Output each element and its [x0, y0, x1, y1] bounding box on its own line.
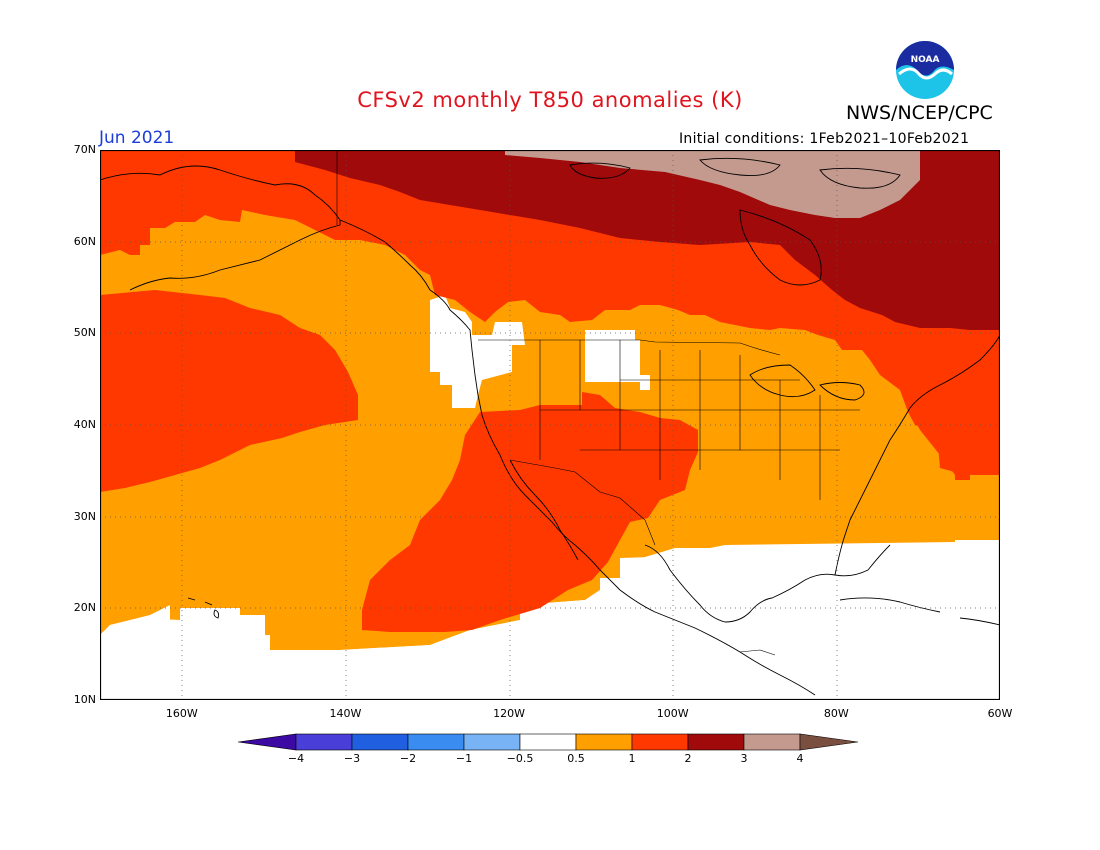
colorbar-tick-label: 2 — [684, 752, 692, 765]
political-borders — [336, 150, 860, 656]
lat-tick-label: 60N — [73, 234, 96, 248]
lat-tick-label: 20N — [73, 601, 96, 615]
colorbar-arrow-low — [238, 733, 297, 751]
noaa-logo-icon: NOAA — [896, 41, 954, 99]
colorbar-segment — [575, 733, 633, 751]
lat-tick-label: 30N — [73, 509, 96, 523]
colorbar-tick-label: 1 — [628, 752, 636, 765]
colorbar-segment — [351, 733, 409, 751]
agency-label: NWS/NCEP/CPC — [846, 102, 993, 124]
colorbar-tick-label: −3 — [343, 752, 361, 765]
initial-conditions-label: Initial conditions: 1Feb2021–10Feb2021 — [679, 131, 970, 147]
lon-tick-label: 120W — [493, 707, 526, 720]
colorbar-segment — [631, 733, 689, 751]
lat-tick-label: 40N — [73, 418, 96, 431]
coastlines — [100, 157, 1000, 696]
colorbar-segment — [463, 733, 521, 751]
colorbar-segment — [743, 733, 801, 751]
colorbar-arrow-high — [799, 733, 859, 751]
colorbar-tick-label: −2 — [399, 752, 417, 765]
colorbar — [238, 733, 859, 751]
lon-tick-label: 100W — [656, 707, 689, 720]
lon-tick-label: 140W — [329, 707, 362, 720]
valid-month-label: Jun 2021 — [99, 128, 175, 148]
lon-tick-label: 160W — [165, 707, 198, 720]
lon-tick-label: 60W — [987, 707, 1013, 720]
graticule — [100, 150, 1000, 700]
colorbar-segment — [295, 733, 353, 751]
lat-tick-label: 10N — [73, 693, 96, 706]
lat-tick-label: 70N — [73, 143, 96, 156]
colorbar-segment — [407, 733, 465, 751]
lon-tick-label: 80W — [823, 707, 849, 720]
anomaly-map — [100, 150, 1000, 700]
logo-text: NOAA — [911, 55, 940, 65]
colorbar-tick-label: −0.5 — [506, 752, 534, 765]
colorbar-tick-label: 4 — [796, 752, 804, 765]
colorbar-segment — [519, 733, 577, 751]
colorbar-tick-label: −4 — [287, 752, 305, 765]
colorbar-segment — [687, 733, 745, 751]
colorbar-tick-label: 3 — [740, 752, 748, 765]
colorbar-tick-label: −1 — [455, 752, 473, 765]
lat-tick-label: 50N — [73, 326, 96, 340]
chart-title: CFSv2 monthly T850 anomalies (K) — [357, 88, 743, 112]
anomaly-region-4k — [505, 150, 920, 218]
colorbar-tick-label: 0.5 — [567, 752, 585, 765]
